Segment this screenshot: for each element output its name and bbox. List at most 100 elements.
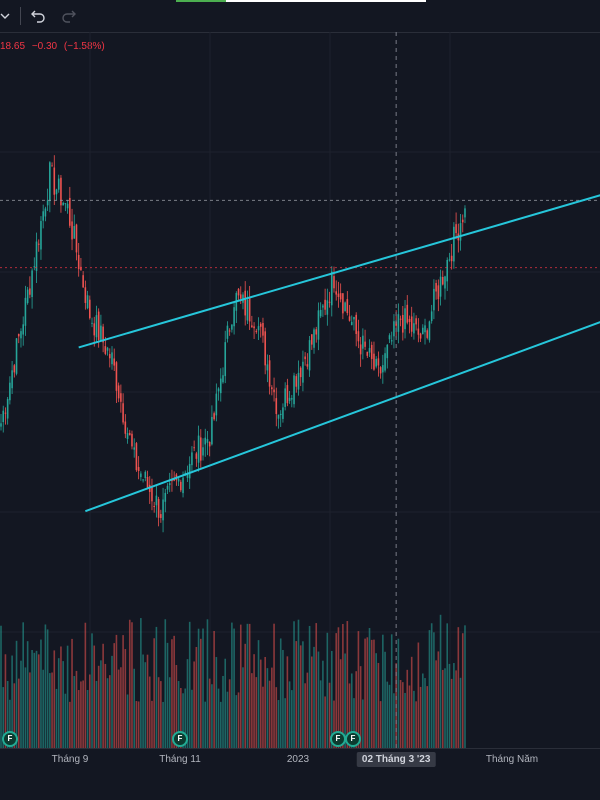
candle-body	[244, 290, 246, 316]
volume-bar	[186, 659, 189, 748]
volume-bar	[51, 672, 53, 748]
x-tick-label: 2023	[286, 754, 310, 765]
volume-bar	[259, 659, 262, 748]
candle-body	[166, 485, 169, 490]
volume-bar	[424, 678, 426, 748]
candle-body	[66, 203, 69, 209]
candle-body	[91, 322, 93, 324]
volume-bar	[242, 667, 244, 748]
volume-bar	[0, 625, 2, 748]
candle-body	[106, 347, 109, 351]
candle-body	[13, 365, 16, 373]
candle-body	[24, 297, 27, 326]
volume-bar	[160, 681, 162, 748]
candle-body	[180, 481, 182, 491]
candle-body	[437, 285, 440, 300]
volume-bar	[166, 642, 169, 748]
candle-body	[73, 226, 76, 239]
volume-bar	[384, 651, 386, 748]
dividend-flag[interactable]: F	[172, 731, 188, 747]
volume-bar	[359, 666, 362, 748]
volume-bar	[337, 627, 340, 748]
candle-body	[200, 437, 202, 461]
volume-bar	[146, 654, 149, 748]
candle-body	[75, 224, 78, 253]
volume-bar	[104, 663, 107, 748]
volume-bar	[157, 677, 160, 748]
volume-bar	[15, 640, 18, 748]
dividend-flag[interactable]: F	[2, 731, 18, 747]
volume-bar	[255, 677, 258, 748]
candle-body	[306, 364, 309, 367]
candle-body	[29, 288, 31, 295]
volume-bar	[435, 660, 437, 748]
candle-body	[271, 387, 273, 390]
volume-bar	[144, 662, 147, 748]
volume-bar	[62, 661, 64, 748]
volume-bar	[404, 692, 406, 748]
candle-body	[459, 223, 462, 241]
candle-body	[204, 437, 207, 445]
candle-body	[137, 467, 140, 472]
candle-body	[406, 304, 409, 323]
volume-bar	[148, 676, 151, 748]
volume-bar	[275, 687, 278, 748]
candle-body	[453, 226, 455, 262]
candle-body	[426, 330, 429, 338]
volume-bar	[106, 678, 109, 748]
volume-bar	[40, 639, 42, 748]
candle-body	[386, 344, 389, 359]
candle-body	[237, 288, 240, 296]
volume-bar	[457, 627, 460, 748]
candle-body	[273, 389, 275, 393]
candle-body	[9, 382, 11, 401]
candle-body	[262, 322, 264, 336]
undo-icon[interactable]	[29, 6, 49, 26]
candle-body	[17, 333, 20, 337]
candle-body	[324, 299, 326, 310]
candle-body	[206, 439, 209, 443]
volume-bar	[213, 630, 215, 748]
candle-body	[239, 294, 242, 299]
volume-bar	[410, 656, 413, 748]
candle-body	[42, 211, 44, 221]
x-tick-label: Tháng 9	[51, 754, 89, 765]
candle-body	[111, 352, 113, 365]
candle-body	[253, 326, 255, 329]
candle-body	[248, 298, 251, 322]
volume-bar	[60, 646, 62, 748]
candle-body	[84, 287, 87, 303]
candles	[0, 155, 466, 533]
candle-body	[146, 476, 149, 488]
x-axis[interactable]: Tháng 9 Tháng 11 2023 Tháng Năm 02 Tháng 3 '…	[0, 748, 600, 771]
dividend-flag[interactable]: F	[345, 731, 361, 747]
candle-body	[95, 315, 98, 338]
price-chart[interactable]	[0, 32, 600, 748]
candle-body	[326, 300, 329, 315]
volume-bar	[91, 633, 93, 748]
candle-body	[424, 325, 426, 333]
candle-body	[82, 275, 84, 288]
candle-body	[77, 254, 80, 270]
volume-bar	[133, 668, 135, 748]
volume-bar	[299, 645, 302, 748]
redo-icon[interactable]	[58, 6, 78, 26]
candle-body	[388, 335, 391, 340]
x-tick-label: Tháng Năm	[485, 754, 539, 765]
candle-body	[277, 414, 280, 419]
volume-bar	[100, 660, 102, 748]
candle-body	[211, 416, 213, 445]
volume-bar	[29, 672, 31, 748]
candle-body	[108, 354, 111, 359]
candle-body	[126, 433, 129, 439]
chevron-down-icon[interactable]	[0, 6, 10, 26]
volume-bar	[128, 619, 131, 748]
dividend-flag[interactable]: F	[330, 731, 346, 747]
volume-bar	[224, 658, 227, 748]
volume-bar	[124, 649, 127, 748]
volume-bar	[402, 682, 404, 748]
candle-body	[275, 398, 278, 414]
volume-bar	[217, 688, 220, 748]
volume-bar	[339, 659, 342, 748]
volume-bar	[317, 651, 320, 748]
